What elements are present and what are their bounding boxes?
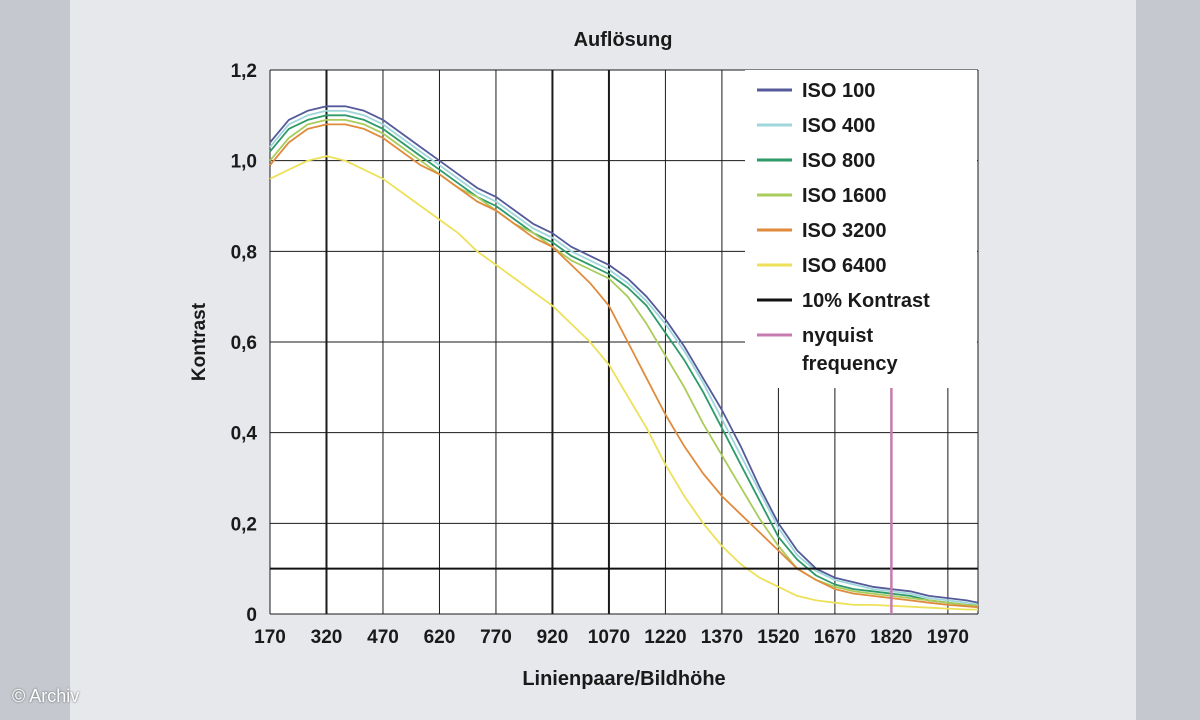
legend-label: ISO 3200	[802, 220, 887, 242]
x-tick-label: 470	[367, 627, 399, 648]
x-tick-label: 920	[537, 627, 569, 648]
x-tick-label: 170	[254, 627, 286, 648]
x-tick-label: 1070	[588, 627, 630, 648]
x-tick-label: 620	[424, 627, 456, 648]
y-tick-label: 1,2	[231, 61, 257, 82]
y-tick-label: 0,8	[231, 242, 257, 263]
copyright-credit: © Archiv	[12, 686, 80, 706]
plot-area: ISO 100 ISO 400 ISO 800 ISO 1600 ISO 3200 ISO…	[231, 61, 979, 648]
legend-label: frequency	[802, 353, 898, 375]
y-tick-label: 1,0	[231, 152, 257, 173]
legend-label: ISO 100	[802, 80, 875, 102]
x-tick-label: 1970	[927, 627, 969, 648]
series-line-iso-1600	[269, 119, 979, 607]
x-tick-label: 1220	[644, 627, 686, 648]
legend-label: ISO 6400	[802, 255, 887, 277]
legend-label: 10% Kontrast	[802, 290, 930, 312]
y-tick-label: 0,6	[231, 333, 257, 354]
legend-label: nyquist	[802, 325, 873, 347]
series-line-iso-3200	[269, 123, 979, 609]
legend-label: ISO 1600	[802, 185, 887, 207]
legend-label: ISO 400	[802, 115, 875, 137]
series-line-iso-6400	[269, 155, 978, 611]
x-tick-label: 1820	[870, 627, 912, 648]
y-axis-label: Kontrast	[189, 302, 210, 381]
x-axis-label: Linienpaare/Bildhöhe	[522, 668, 725, 690]
x-tick-label: 770	[480, 627, 512, 648]
x-tick-label: 1370	[701, 627, 743, 648]
x-tick-label: 320	[311, 627, 343, 648]
y-tick-label: 0,4	[231, 424, 258, 445]
series-line-iso-800	[269, 114, 979, 607]
y-tick-label: 0	[246, 605, 257, 626]
legend-label: ISO 800	[802, 150, 875, 172]
series-line-iso-400	[269, 109, 979, 606]
y-tick-label: 0,2	[231, 514, 257, 535]
series-line-iso-100	[269, 105, 979, 604]
x-tick-label: 1520	[757, 627, 799, 648]
x-tick-label: 1670	[814, 627, 856, 648]
chart-title: Auflösung	[574, 29, 673, 51]
